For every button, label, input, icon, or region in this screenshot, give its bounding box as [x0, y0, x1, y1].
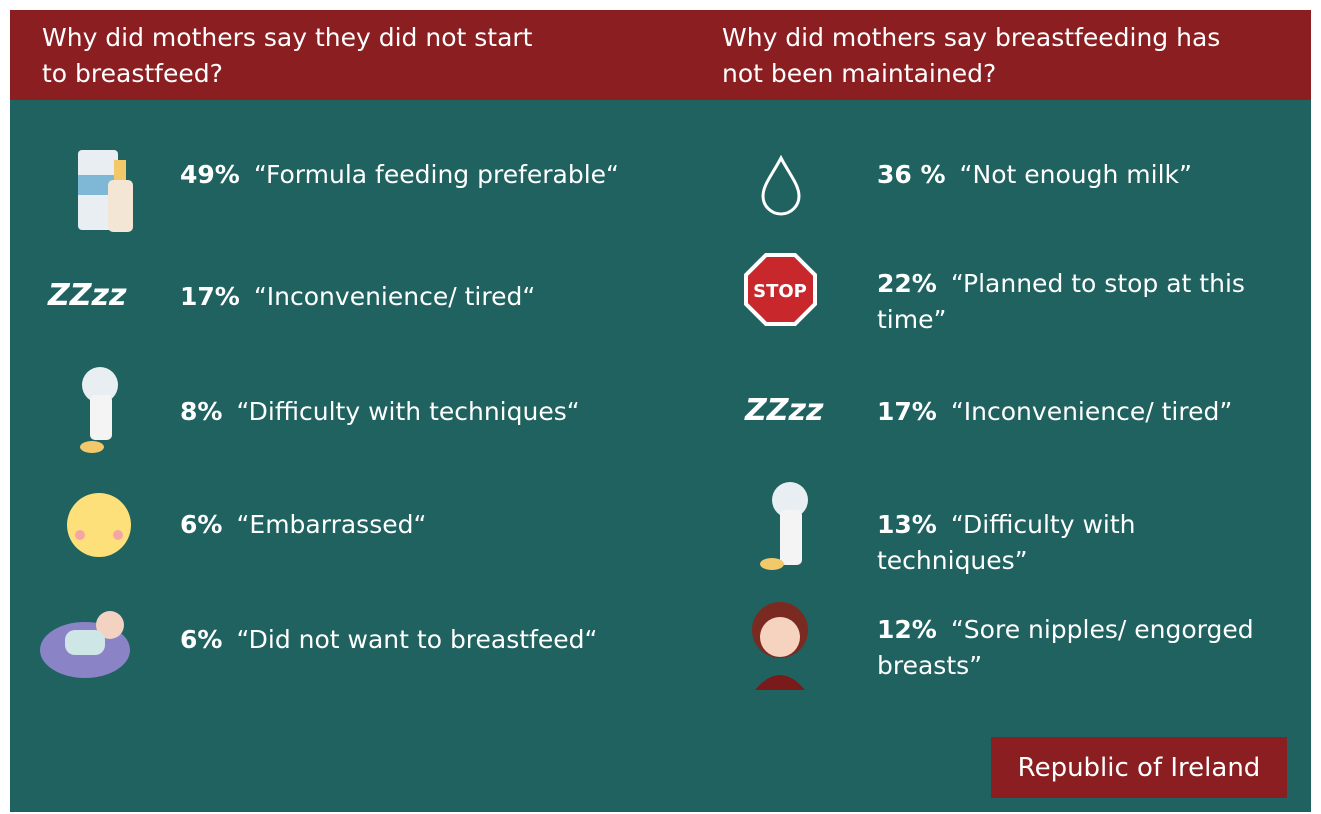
reason-label: “Not enough milk”	[960, 160, 1192, 189]
reason: 12%“Sore nipples/ engorged breasts”	[877, 612, 1277, 684]
pump-icon	[760, 482, 808, 570]
reason-label: “Difficulty with techniques“	[236, 397, 579, 426]
region-tag: Republic of Ireland	[991, 737, 1287, 798]
reason: 17% “Inconvenience/ tired”	[877, 394, 1277, 430]
reason: 6% “Embarrassed“	[180, 507, 680, 543]
percent: 8%	[180, 397, 222, 426]
percent: 13%	[877, 510, 937, 539]
reason: 36 % “Not enough milk”	[877, 157, 1277, 193]
percent: 49%	[180, 160, 240, 189]
reason: 6% “Did not want to breastfeed“	[180, 622, 680, 658]
embarrassed-icon	[67, 493, 131, 557]
percent: 17%	[877, 397, 937, 426]
reason: 49% “Formula feeding preferable“	[180, 157, 680, 193]
formula-icon	[78, 150, 133, 232]
percent: 6%	[180, 625, 222, 654]
reason: 17% “Inconvenience/ tired“	[180, 279, 680, 315]
stop-icon-text: STOP	[753, 281, 807, 302]
baby-icon	[40, 611, 130, 678]
woman-icon	[752, 602, 808, 690]
reason: 13%“Difficulty with techniques”	[877, 507, 1277, 579]
page: Why did mothers say they did not start t…	[0, 0, 1321, 814]
pump-icon	[80, 367, 118, 453]
reason-label: “Did not want to breastfeed“	[236, 625, 597, 654]
drop-icon	[763, 158, 799, 214]
reason-label: “Inconvenience/ tired“	[254, 282, 535, 311]
reason-label: “Formula feeding preferable“	[254, 160, 619, 189]
percent: 12%	[877, 615, 937, 644]
reason: 8% “Difficulty with techniques“	[180, 394, 680, 430]
zzz-icon: ZZzz	[744, 393, 824, 428]
zzz-icon: ZZzz	[47, 278, 127, 313]
percent: 36 %	[877, 160, 946, 189]
percent: 17%	[180, 282, 240, 311]
percent: 22%	[877, 269, 937, 298]
reason-label: “Embarrassed“	[236, 510, 426, 539]
reason-label: “Inconvenience/ tired”	[951, 397, 1232, 426]
reason: 22%“Planned to stop at this time”	[877, 266, 1277, 338]
percent: 6%	[180, 510, 222, 539]
